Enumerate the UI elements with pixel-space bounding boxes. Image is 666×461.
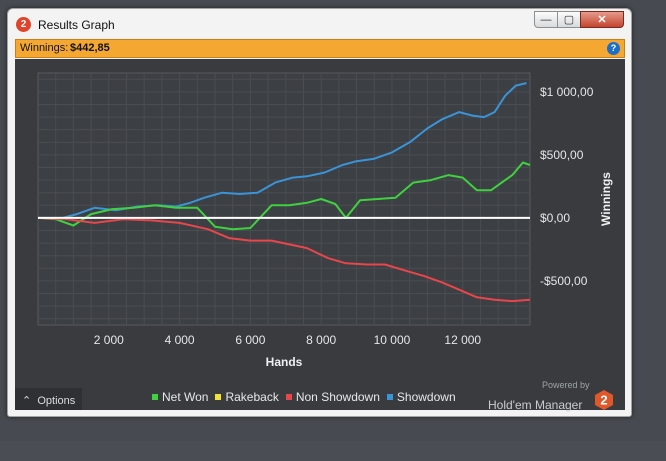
logo-hexagon <box>595 390 613 410</box>
x-tick-label: 12 000 <box>444 333 481 347</box>
chart-legend: Net Won Rakeback Non Showdown Showdown <box>152 390 463 404</box>
legend-swatch <box>152 394 158 400</box>
legend-label: Net Won <box>162 390 209 404</box>
window-controls: — ▢ ✕ <box>534 11 624 29</box>
y-tick-label: $1 000,00 <box>540 85 594 99</box>
series-line-net-won <box>37 161 531 231</box>
series-line-non-showdown <box>37 216 531 303</box>
legend-label: Showdown <box>396 390 456 404</box>
holdem-manager-app-icon: 2 <box>16 17 31 32</box>
x-tick-label: 8 000 <box>306 333 336 347</box>
legend-swatch <box>215 394 222 400</box>
y-tick-label: $0,00 <box>540 211 570 225</box>
x-tick-label: 6 000 <box>235 333 265 347</box>
legend-swatch <box>386 394 393 400</box>
legend-item-non-showdown[interactable]: Non Showdown <box>285 390 380 404</box>
x-tick-label: 10 000 <box>374 333 411 347</box>
y-tick-label: -$500,00 <box>540 274 588 288</box>
plot-area <box>37 72 531 326</box>
legend-item-showdown[interactable]: Showdown <box>386 390 456 404</box>
x-tick-label: 2 000 <box>94 333 124 347</box>
powered-by-label: Powered by <box>542 380 590 390</box>
desktop-background <box>0 441 666 461</box>
winnings-value: $442,85 <box>70 42 110 54</box>
x-axis-label: Hands <box>266 355 303 369</box>
close-button[interactable]: ✕ <box>580 11 624 28</box>
brand-name: Hold'em Manager <box>488 398 583 412</box>
maximize-button[interactable]: ▢ <box>557 11 581 28</box>
legend-swatch <box>285 394 292 400</box>
results-graph-window: 2 Results Graph — ▢ ✕ Winnings: $442,85 … <box>7 8 632 417</box>
logo-glyph: 2 <box>600 393 607 408</box>
winnings-label: Winnings: <box>20 42 69 54</box>
options-button[interactable]: ⌃ Options <box>15 388 82 410</box>
winnings-bar: Winnings: $442,85 ? <box>15 39 625 58</box>
legend-label: Rakeback <box>225 390 279 404</box>
chevron-up-icon: ⌃ <box>22 395 32 407</box>
legend-item-rakeback[interactable]: Rakeback <box>215 390 279 404</box>
chart-panel: 2 000 4 000 6 000 8 000 10 000 12 000 $1 000,0… <box>15 59 625 410</box>
title-bar[interactable]: 2 Results Graph — ▢ ✕ <box>8 9 631 39</box>
legend-item-net-won[interactable]: Net Won <box>152 390 208 404</box>
minimize-button[interactable]: — <box>534 11 558 28</box>
window-title: Results Graph <box>38 18 115 32</box>
legend-label: Non Showdown <box>295 390 380 404</box>
options-label: Options <box>37 395 76 407</box>
help-icon[interactable]: ? <box>607 42 620 55</box>
y-axis-label: Winnings <box>599 172 613 226</box>
x-tick-label: 4 000 <box>165 333 195 347</box>
holdem-manager-logo-icon: 2 <box>595 390 613 410</box>
y-tick-label: $500,00 <box>540 148 584 162</box>
results-chart: 2 000 4 000 6 000 8 000 10 000 12 000 $1 000,0… <box>37 72 613 369</box>
